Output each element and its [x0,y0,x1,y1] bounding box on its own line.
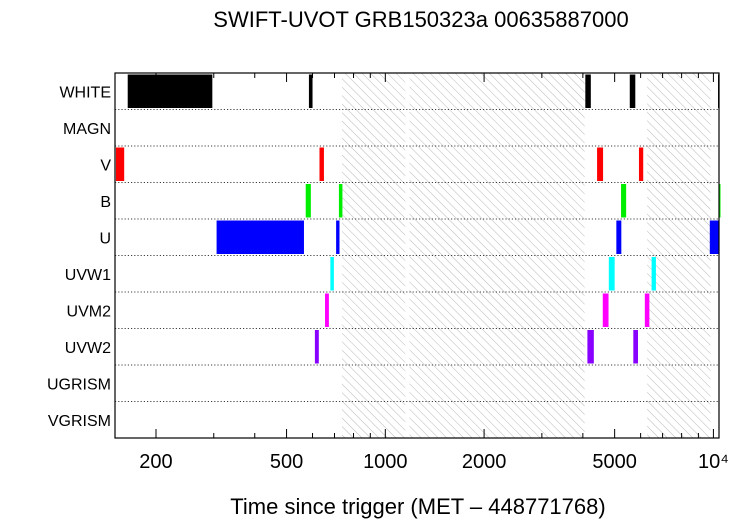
row-label-white: WHITE [59,84,111,101]
exposure-bar-uvm2 [325,293,329,327]
exposure-bar-uvw2 [633,330,638,364]
exposure-bar-uvw2 [314,330,319,364]
row-label-u: U [99,230,111,247]
row-label-uvw1: UVW1 [65,267,111,284]
filter-rows: WHITE MAGN V B U UVW1 UVM2 UVW2 UGRISM VGRISM [47,84,719,430]
x-tick-label: 2000 [462,451,507,473]
row-label-vgrism: VGRISM [48,413,111,430]
row-label-v: V [100,157,111,174]
x-tick-label: 5000 [592,451,637,473]
exposure-bar-v [638,147,644,181]
exposure-bar-uvw1 [608,257,615,291]
exposure-bar-white [127,74,213,108]
exposure-bar-b [305,184,311,218]
exposure-bar-white [308,74,313,108]
row-label-b: B [100,194,111,211]
exposure-bar-v [115,147,125,181]
exposure-bars [115,74,721,364]
x-tick-label: 200 [139,451,172,473]
exposure-bar-b [621,184,627,218]
x-tick-label: 1000 [363,451,408,473]
exposure-bar-v [597,147,604,181]
x-axis: 200 500 1000 2000 5000 10⁴ [139,73,729,473]
exposure-bar-u [709,220,719,254]
exposure-bar-uvm2 [602,293,609,327]
exposure-bar-uvw1 [330,257,334,291]
exposure-bar-white [629,74,636,108]
exposure-bar-v [319,147,324,181]
row-label-magn: MAGN [63,121,111,138]
x-tick-label: 10⁴ [698,451,729,473]
exposure-bar-uvm2 [644,293,650,327]
exposure-bar-white [585,74,591,108]
exposure-bar-uvw1 [651,257,656,291]
exposure-bar-uvw2 [587,330,594,364]
exposure-bar-u [216,220,304,254]
plot-frame [114,72,720,439]
row-label-uvm2: UVM2 [67,303,112,320]
row-label-uvw2: UVW2 [65,340,111,357]
exposure-bar-b [719,184,721,218]
chart-title: SWIFT-UVOT GRB150323a 00635887000 [213,7,628,32]
x-axis-label: Time since trigger (MET – 448771768) [230,494,605,519]
exposure-bar-u [336,220,340,254]
exposure-bar-u [616,220,622,254]
observing-gaps [342,73,711,438]
row-label-ugrism: UGRISM [47,376,111,393]
observing-gap-1 [342,73,406,438]
exposure-bar-b [338,184,343,218]
x-tick-label: 500 [270,451,303,473]
